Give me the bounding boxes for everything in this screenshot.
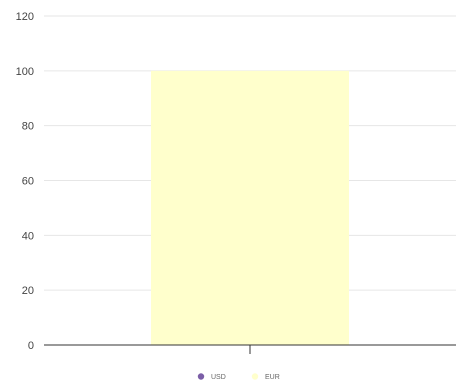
y-tick-labels: 0 20 40 60 80 100 120 <box>16 11 34 352</box>
bar-eur-0[interactable] <box>151 70 349 345</box>
legend-marker-eur[interactable] <box>251 373 259 380</box>
y-tick-label-100: 100 <box>16 66 34 78</box>
y-tick-label-40: 40 <box>22 230 34 242</box>
y-tick-label-60: 60 <box>22 176 34 188</box>
bars <box>151 70 349 345</box>
y-tick-label-20: 20 <box>22 285 34 297</box>
y-tick-label-0: 0 <box>28 340 34 352</box>
y-tick-label-80: 80 <box>22 121 34 133</box>
legend-label-eur[interactable]: EUR <box>265 374 280 381</box>
legend-label-usd[interactable]: USD <box>211 374 226 381</box>
legend: USD EUR <box>197 373 280 381</box>
y-tick-label-120: 120 <box>16 11 34 23</box>
legend-marker-usd[interactable] <box>197 373 205 380</box>
axes <box>44 344 456 354</box>
